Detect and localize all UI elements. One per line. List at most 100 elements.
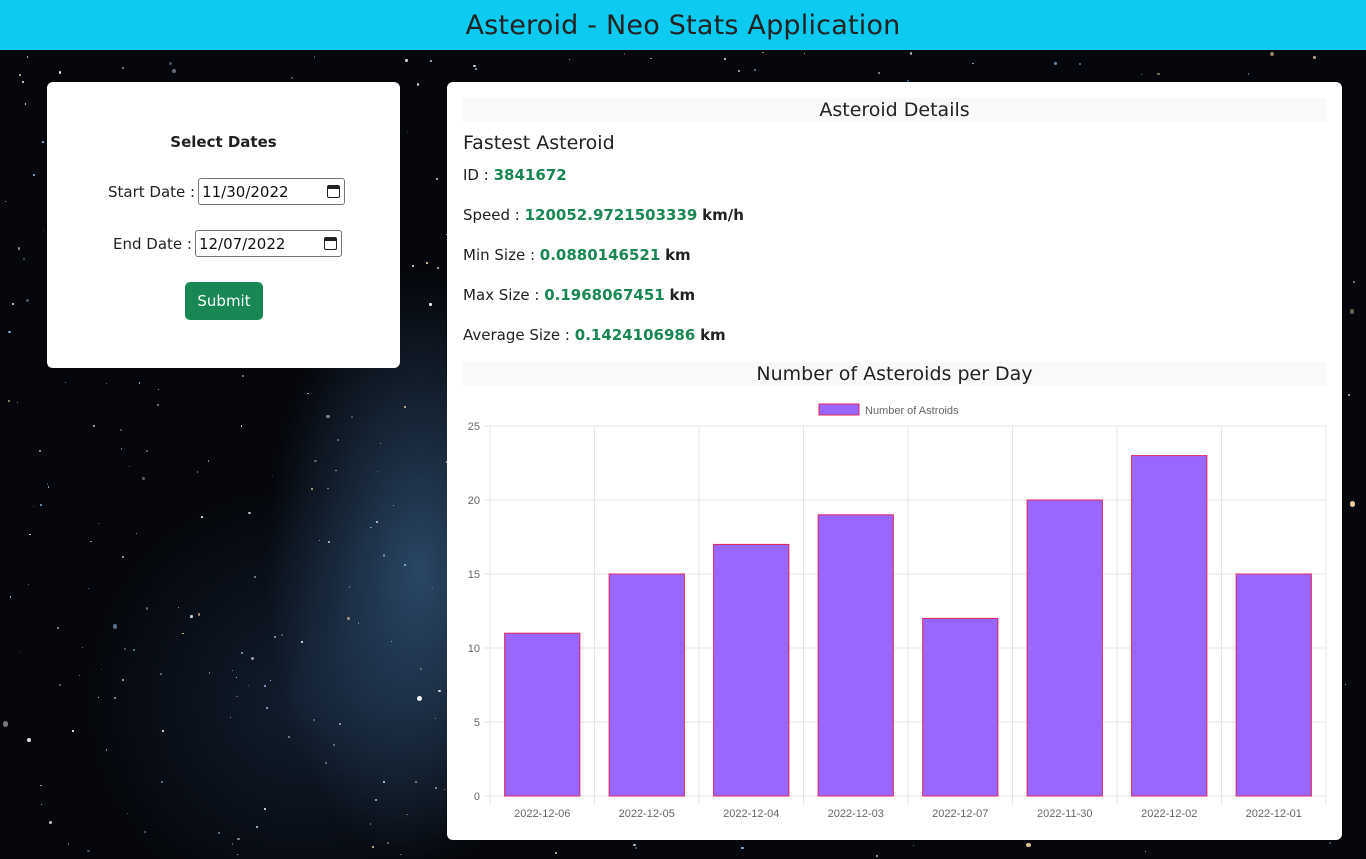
star — [87, 849, 90, 853]
star — [256, 825, 259, 828]
star — [434, 787, 437, 790]
star — [240, 425, 243, 427]
star — [1344, 683, 1347, 686]
min-size-unit: km — [665, 246, 691, 264]
star — [58, 71, 61, 74]
calendar-icon[interactable] — [327, 185, 341, 198]
x-tick-label: 2022-12-07 — [932, 808, 988, 820]
star — [122, 679, 124, 682]
star — [878, 72, 880, 74]
star — [269, 679, 271, 681]
star — [121, 555, 125, 559]
bar — [1235, 573, 1312, 797]
star — [357, 622, 359, 624]
star — [307, 392, 309, 394]
star — [28, 583, 30, 586]
star — [157, 404, 159, 406]
star — [87, 587, 89, 590]
star — [145, 607, 149, 610]
star — [325, 414, 330, 419]
star — [372, 845, 375, 848]
star — [290, 77, 293, 80]
bar — [1026, 499, 1103, 797]
star — [253, 575, 256, 578]
star — [24, 103, 26, 105]
star — [18, 73, 21, 76]
star — [4, 200, 6, 202]
star — [67, 843, 70, 845]
star — [56, 626, 59, 629]
min-size-value: 0.0880146521 — [539, 246, 661, 264]
star — [430, 60, 432, 62]
star — [247, 685, 249, 687]
star — [311, 487, 314, 491]
calendar-icon[interactable] — [323, 237, 337, 250]
star — [248, 511, 251, 514]
star — [623, 52, 626, 55]
star — [1349, 501, 1355, 507]
star — [1313, 56, 1316, 59]
star — [445, 460, 448, 463]
start-date-input[interactable]: 11/30/2022 — [198, 178, 346, 205]
star — [431, 587, 433, 590]
star — [48, 486, 50, 488]
star — [208, 460, 210, 462]
star — [2, 721, 8, 727]
star — [41, 803, 43, 805]
star — [135, 533, 137, 535]
star — [327, 487, 330, 490]
max-size-label: Max Size : — [463, 286, 540, 304]
select-dates-title: Select Dates — [170, 133, 277, 151]
speed-value: 120052.9721503339 — [524, 206, 698, 224]
star — [29, 533, 32, 536]
star — [337, 438, 339, 441]
star — [142, 477, 145, 480]
star — [26, 299, 29, 302]
star — [237, 838, 240, 841]
star — [910, 52, 913, 55]
app-title: Asteroid - Neo Stats Application — [465, 9, 901, 41]
app-header: Asteroid - Neo Stats Application — [0, 0, 1366, 50]
star — [390, 640, 393, 643]
star — [240, 652, 243, 655]
star — [406, 813, 408, 816]
star — [241, 374, 244, 377]
star — [369, 823, 372, 825]
star — [120, 448, 123, 451]
star — [122, 66, 125, 69]
star — [419, 667, 423, 671]
average-size-label: Average Size : — [463, 326, 570, 344]
star — [1026, 842, 1031, 848]
x-tick-label: 2022-12-04 — [723, 808, 779, 820]
star — [1349, 308, 1355, 314]
submit-button[interactable]: Submit — [185, 282, 263, 320]
star — [105, 748, 108, 751]
star — [32, 505, 35, 508]
star — [201, 516, 203, 518]
asteroids-per-day-chart: 0 5 10 15 20 25 2022-12-06 2022-12-05 2022-12-04… — [468, 403, 1327, 820]
star — [161, 780, 164, 783]
star — [415, 780, 418, 783]
start-date-value: 11/30/2022 — [202, 182, 289, 201]
star — [1352, 280, 1355, 283]
speed-label: Speed : — [463, 206, 520, 224]
star — [313, 55, 316, 58]
star — [27, 56, 29, 58]
x-tick-label: 2022-11-30 — [1037, 808, 1092, 820]
max-size-unit: km — [669, 286, 696, 304]
star — [475, 68, 477, 70]
star — [375, 521, 378, 524]
y-tick-label: 20 — [468, 495, 480, 507]
average-size-value: 0.1424106986 — [574, 326, 696, 344]
star — [197, 613, 201, 616]
star — [555, 852, 558, 855]
star — [23, 257, 25, 260]
star — [435, 717, 437, 719]
legend-swatch — [818, 403, 860, 416]
end-date-input[interactable]: 12/07/2022 — [194, 230, 342, 257]
star — [972, 63, 974, 65]
start-date-label: Start Date : — [108, 182, 196, 201]
star — [426, 261, 429, 264]
star — [272, 474, 274, 477]
max-size-value: 0.1968067451 — [544, 286, 665, 304]
